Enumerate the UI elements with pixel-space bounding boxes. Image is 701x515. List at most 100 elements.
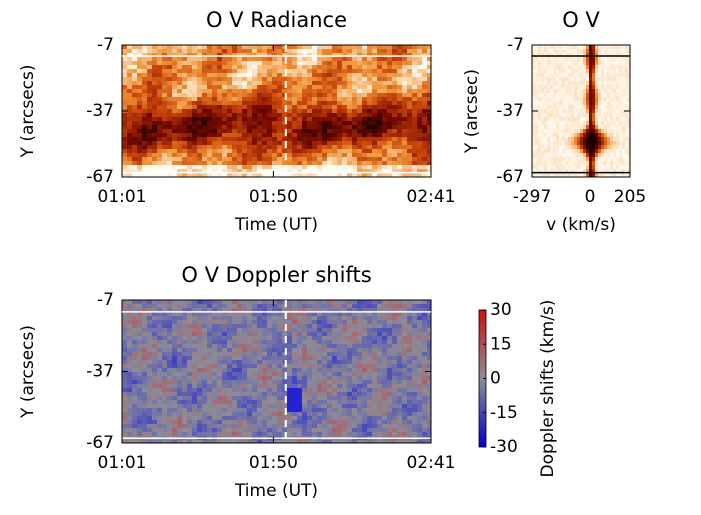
image-pixel (550, 137, 553, 141)
image-pixel (589, 97, 592, 101)
image-pixel (122, 113, 127, 117)
image-pixel (157, 380, 162, 384)
image-pixel (556, 61, 559, 65)
image-pixel (302, 312, 307, 316)
image-pixel (628, 65, 630, 69)
image-pixel (367, 77, 372, 81)
image-pixel (202, 153, 207, 157)
image-pixel (172, 153, 177, 157)
image-pixel (625, 153, 628, 157)
image-pixel (628, 117, 630, 121)
image-pixel (177, 169, 182, 173)
image-pixel (152, 360, 157, 364)
image-pixel (586, 57, 589, 61)
image-pixel (197, 77, 202, 81)
image-pixel (262, 348, 267, 352)
image-pixel (317, 388, 322, 392)
image-pixel (302, 372, 307, 376)
image-pixel (212, 344, 217, 348)
image-pixel (127, 408, 132, 412)
image-pixel (282, 380, 287, 384)
image-pixel (327, 65, 332, 69)
image-pixel (207, 109, 212, 113)
image-pixel (568, 45, 571, 49)
image-pixel (142, 93, 147, 97)
image-pixel (583, 93, 586, 97)
image-pixel (292, 121, 297, 125)
image-pixel (392, 352, 397, 356)
image-pixel (122, 53, 127, 57)
image-pixel (562, 161, 565, 165)
image-pixel (292, 404, 297, 408)
image-pixel (167, 113, 172, 117)
image-pixel (302, 45, 307, 49)
image-pixel (272, 320, 277, 324)
image-pixel (580, 109, 583, 113)
image-pixel (625, 129, 628, 133)
image-pixel (583, 141, 586, 145)
image-pixel (589, 153, 592, 157)
image-pixel (207, 304, 212, 308)
image-pixel (362, 408, 367, 412)
image-pixel (322, 324, 327, 328)
image-pixel (352, 105, 357, 109)
image-pixel (217, 376, 222, 380)
image-pixel (282, 356, 287, 360)
image-pixel (182, 125, 187, 129)
image-pixel (142, 384, 147, 388)
image-pixel (232, 348, 237, 352)
image-pixel (337, 141, 342, 145)
image-pixel (595, 109, 598, 113)
image-pixel (317, 109, 322, 113)
image-pixel (207, 388, 212, 392)
image-pixel (222, 340, 227, 344)
image-pixel (257, 376, 262, 380)
image-pixel (207, 53, 212, 57)
image-pixel (535, 117, 538, 121)
image-pixel (167, 169, 172, 173)
image-pixel (535, 137, 538, 141)
image-pixel (242, 109, 247, 113)
image-pixel (622, 97, 625, 101)
image-pixel (577, 157, 580, 161)
image-pixel (212, 332, 217, 336)
image-pixel (317, 356, 322, 360)
image-pixel (142, 332, 147, 336)
image-pixel (297, 376, 302, 380)
image-pixel (182, 396, 187, 400)
image-pixel (147, 400, 152, 404)
image-pixel (337, 376, 342, 380)
image-pixel (541, 137, 544, 141)
image-pixel (172, 133, 177, 137)
image-pixel (347, 380, 352, 384)
image-pixel (297, 93, 302, 97)
image-pixel (559, 57, 562, 61)
image-pixel (601, 49, 604, 53)
image-pixel (127, 77, 132, 81)
image-pixel (242, 157, 247, 161)
image-pixel (177, 384, 182, 388)
image-pixel (628, 49, 630, 53)
image-pixel (187, 109, 192, 113)
image-pixel (574, 157, 577, 161)
image-pixel (292, 97, 297, 101)
image-pixel (202, 157, 207, 161)
image-pixel (277, 61, 282, 65)
image-pixel (287, 101, 292, 105)
image-pixel (407, 408, 412, 412)
image-pixel (127, 89, 132, 93)
image-pixel (535, 101, 538, 105)
image-pixel (297, 133, 302, 137)
image-pixel (257, 149, 262, 153)
image-pixel (601, 161, 604, 165)
image-pixel (377, 157, 382, 161)
image-pixel (302, 73, 307, 77)
image-pixel (232, 105, 237, 109)
image-pixel (367, 129, 372, 133)
image-pixel (167, 312, 172, 316)
image-pixel (598, 125, 601, 129)
image-pixel (257, 77, 262, 81)
image-pixel (162, 360, 167, 364)
image-pixel (367, 161, 372, 165)
image-pixel (332, 404, 337, 408)
